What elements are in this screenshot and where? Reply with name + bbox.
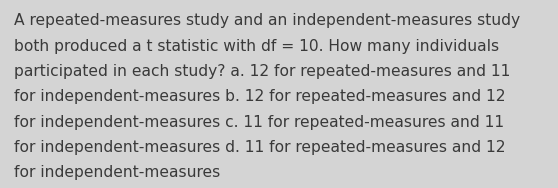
- Text: A repeated-measures study and an independent-measures study: A repeated-measures study and an indepen…: [14, 13, 520, 28]
- Text: for independent-measures d. 11 for repeated-measures and 12: for independent-measures d. 11 for repea…: [14, 140, 506, 155]
- Text: for independent-measures c. 11 for repeated-measures and 11: for independent-measures c. 11 for repea…: [14, 115, 504, 130]
- Text: for independent-measures: for independent-measures: [14, 165, 220, 180]
- Text: both produced a t statistic with df = 10. How many individuals: both produced a t statistic with df = 10…: [14, 39, 499, 54]
- Text: participated in each study? a. 12 for repeated-measures and 11: participated in each study? a. 12 for re…: [14, 64, 511, 79]
- Text: for independent-measures b. 12 for repeated-measures and 12: for independent-measures b. 12 for repea…: [14, 89, 506, 104]
